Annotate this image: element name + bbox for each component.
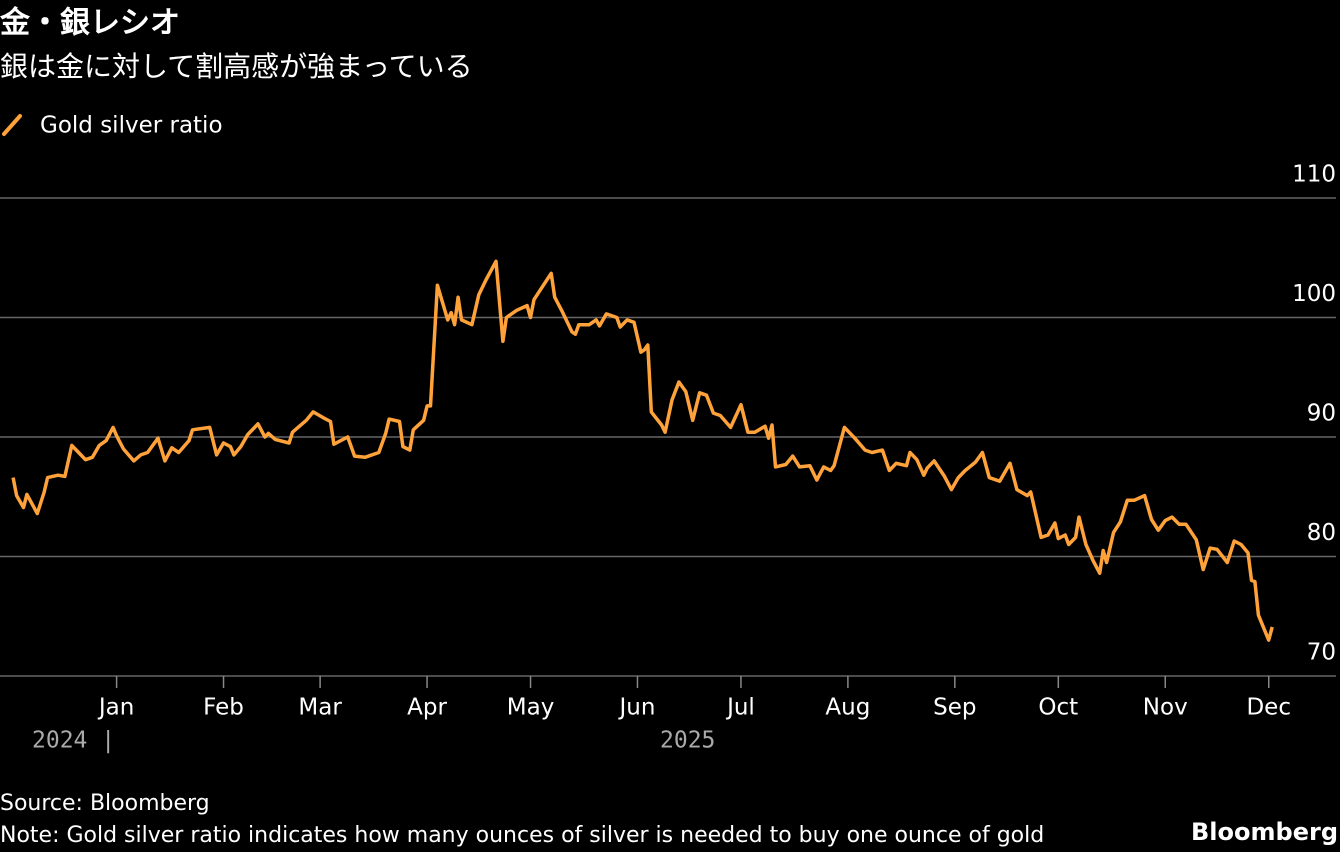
chart-title: 金・銀レシオ xyxy=(0,6,180,41)
x-tick-label: Oct xyxy=(1038,695,1078,721)
y-tick-label: 110 xyxy=(1292,162,1336,188)
chart-subtitle: 銀は金に対して割高感が強まっている xyxy=(0,50,473,83)
x-tick-label: May xyxy=(507,695,555,721)
x-tick-label: Sep xyxy=(933,695,976,721)
x-tick-label: Dec xyxy=(1246,695,1291,721)
y-tick-label: 90 xyxy=(1307,401,1336,427)
legend-label: Gold silver ratio xyxy=(40,113,223,139)
x-tick-label: Apr xyxy=(407,695,447,721)
x-tick-label: Aug xyxy=(825,695,870,721)
source: Source: Bloomberg xyxy=(0,791,210,816)
x-tick-label: Jan xyxy=(97,695,134,721)
year-label: 2025 xyxy=(660,728,715,754)
y-tick-label: 80 xyxy=(1307,520,1336,546)
note: Note: Gold silver ratio indicates how ma… xyxy=(0,823,1044,848)
x-tick-label: Feb xyxy=(203,695,244,721)
brand: Bloomberg xyxy=(1191,818,1338,846)
x-tick-label: Jul xyxy=(725,695,755,721)
line xyxy=(11,259,1274,642)
y-tick-label: 100 xyxy=(1292,281,1336,307)
y-tick-label: 70 xyxy=(1307,640,1336,666)
x-tick-label: Jun xyxy=(618,695,656,721)
legend-swatch xyxy=(2,114,22,136)
x-tick-label: Mar xyxy=(298,695,342,721)
x-tick-label: Nov xyxy=(1143,695,1188,721)
year-label: 2024 | xyxy=(32,728,115,754)
